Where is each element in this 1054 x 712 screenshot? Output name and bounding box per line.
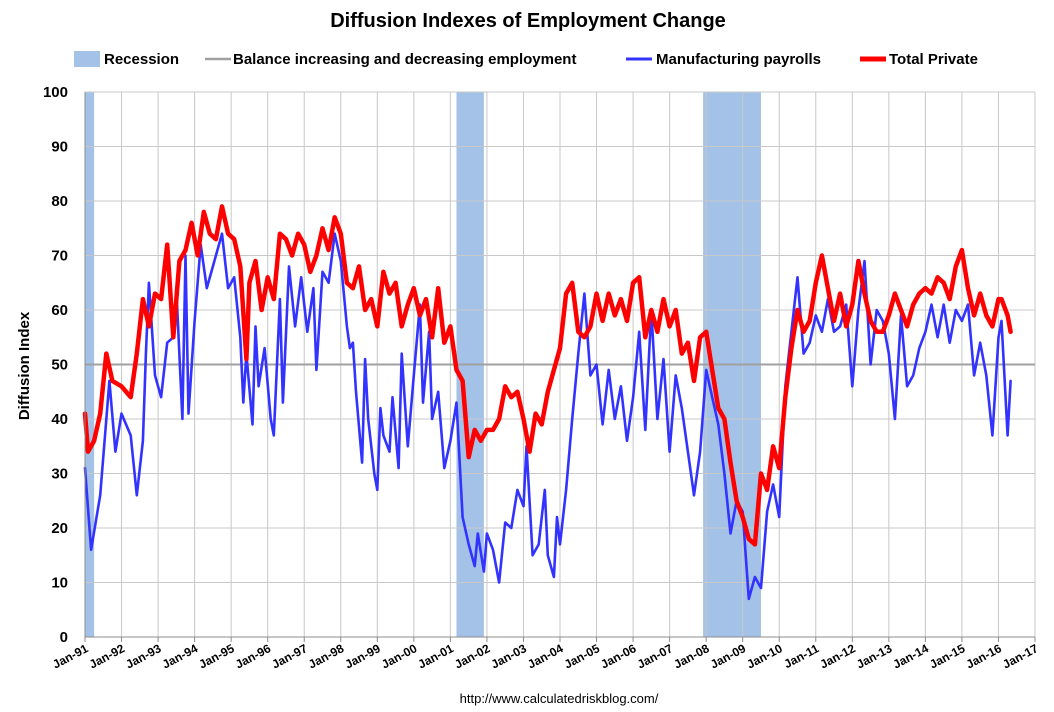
y-tick-label: 20 bbox=[51, 520, 68, 537]
y-axis-title: Diffusion Index bbox=[16, 311, 33, 420]
legend-label-manufacturing: Manufacturing payrolls bbox=[656, 51, 821, 68]
legend-swatch-recession bbox=[74, 51, 100, 67]
y-tick-label: 30 bbox=[51, 466, 68, 483]
series-lines bbox=[82, 204, 1013, 601]
source-url: http://www.calculatedriskblog.com/ bbox=[460, 691, 659, 706]
y-tick-label: 70 bbox=[51, 248, 68, 265]
y-tick-label: 90 bbox=[51, 139, 68, 156]
series-line-total-private bbox=[82, 204, 1013, 547]
legend: Recession Balance increasing and decreas… bbox=[74, 51, 978, 68]
y-tick-label: 10 bbox=[51, 575, 68, 592]
legend-label-total-private: Total Private bbox=[889, 51, 978, 68]
y-tick-labels: 0 10 20 30 40 50 60 70 80 90 100 bbox=[43, 84, 68, 646]
y-tick-label: 60 bbox=[51, 302, 68, 319]
gridlines bbox=[85, 91, 1036, 637]
y-tick-label: 40 bbox=[51, 411, 68, 428]
chart-title: Diffusion Indexes of Employment Change bbox=[330, 10, 726, 32]
y-tick-label: 0 bbox=[60, 629, 68, 646]
y-tick-label: 80 bbox=[51, 193, 68, 210]
y-tick-label: 50 bbox=[51, 357, 68, 374]
y-tick-label: 100 bbox=[43, 84, 68, 101]
legend-label-recession: Recession bbox=[104, 51, 179, 68]
legend-label-balance: Balance increasing and decreasing employ… bbox=[233, 51, 576, 68]
